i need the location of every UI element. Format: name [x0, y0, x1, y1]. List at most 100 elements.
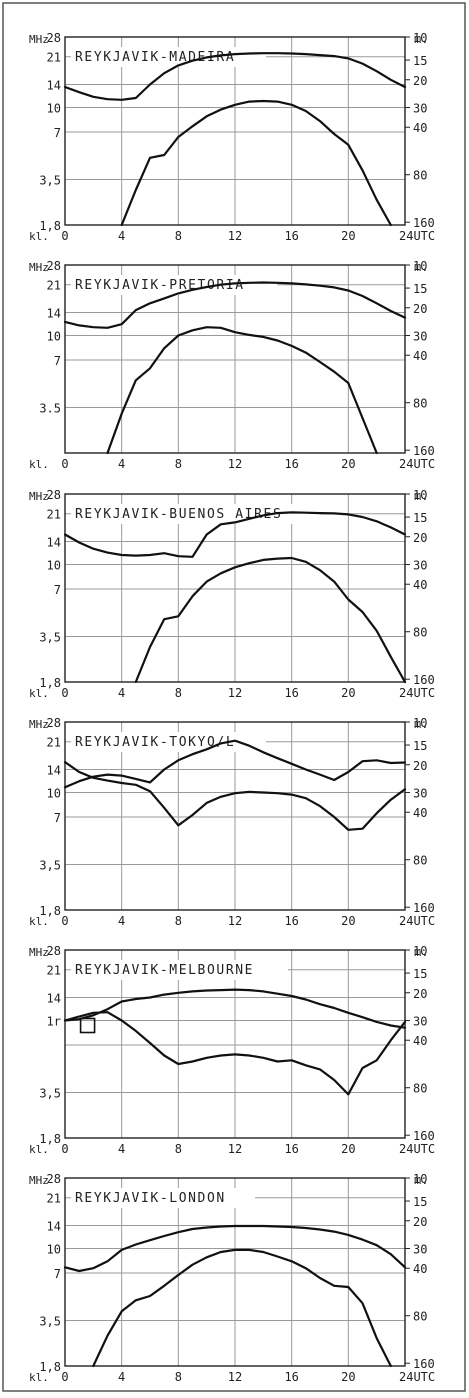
y-tick-right: 30 [413, 559, 427, 573]
y-tick-left: 10 [47, 330, 61, 344]
x-unit-label: kl. [29, 1371, 49, 1384]
x-end-label: 24UTC [399, 229, 435, 243]
x-tick-label: 16 [284, 686, 298, 700]
x-tick-label: 0 [61, 1370, 68, 1384]
y-tick-left: 28 [47, 716, 61, 730]
chart-title: REYKJAVIK-LONDON [75, 1191, 226, 1206]
y-tick-left: 28 [47, 31, 61, 45]
y-tick-left: 3,5 [39, 173, 61, 187]
y-tick-right: 15 [413, 739, 427, 753]
chart-panel-5: REYKJAVIK-MELBOURNE MHz m. 28 21 14 1r 3,5 1,8 10… [29, 944, 435, 1156]
x-tick-label: 16 [284, 457, 298, 471]
y-unit-left: MHz [29, 33, 49, 46]
series-line-1 [63, 1224, 407, 1273]
y-unit-left: MHz [29, 946, 49, 959]
y-tick-right: 40 [413, 578, 427, 592]
series-line-2 [92, 1248, 392, 1368]
x-tick-label: 12 [228, 1370, 242, 1384]
series-line-1 [63, 52, 407, 101]
y-tick-left: 1,8 [39, 219, 61, 233]
y-tick-right: 10 [413, 488, 427, 502]
x-tick-label: 20 [341, 229, 355, 243]
y-tick-right: 40 [413, 1034, 427, 1048]
y-tick-left: 10 [47, 787, 61, 801]
x-tick-label: 12 [228, 457, 242, 471]
title-background [71, 504, 321, 524]
y-tick-right: 10 [413, 716, 427, 730]
y-unit-right: m. [414, 489, 428, 503]
series-line-2 [134, 556, 407, 684]
y-tick-right: 20 [413, 531, 427, 545]
title-background [71, 732, 266, 752]
y-tick-right: 30 [413, 1015, 427, 1029]
x-tick-label: 0 [61, 914, 68, 928]
y-tick-right: 15 [413, 1195, 427, 1209]
x-unit-label: kl. [29, 687, 49, 700]
title-background [71, 47, 266, 67]
y-tick-right: 10 [413, 1172, 427, 1186]
y-tick-left: 3.5 [39, 401, 61, 415]
x-tick-label: 4 [118, 457, 125, 471]
plot-frame [64, 949, 406, 1139]
x-tick-label: 16 [284, 1142, 298, 1156]
x-tick-label: 4 [118, 914, 125, 928]
y-tick-left: 10 [47, 559, 61, 573]
y-tick-right: 80 [413, 626, 427, 640]
x-tick-label: 4 [118, 1370, 125, 1384]
y-tick-left: 14 [47, 1219, 61, 1233]
x-tick-label: 16 [284, 1370, 298, 1384]
x-tick-label: 16 [284, 229, 298, 243]
x-tick-label: 20 [341, 914, 355, 928]
y-tick-right: 15 [413, 54, 427, 68]
chart-title: REYKJAVIK-PRETORIA [75, 278, 245, 293]
x-tick-label: 8 [175, 229, 182, 243]
y-tick-right: 15 [413, 967, 427, 981]
chart-title: REYKJAVIK-BUENOS AIRES [75, 507, 282, 522]
y-tick-right: 30 [413, 787, 427, 801]
x-tick-label: 20 [341, 686, 355, 700]
y-tick-left: 28 [47, 944, 61, 958]
series-line-2 [63, 1011, 407, 1096]
y-tick-left: 21 [47, 51, 61, 65]
y-tick-right: 30 [413, 1243, 427, 1257]
plot-frame [64, 721, 406, 911]
y-unit-left: MHz [29, 718, 49, 731]
x-tick-label: 20 [341, 1370, 355, 1384]
y-unit-right: m. [414, 717, 428, 731]
x-tick-label: 16 [284, 914, 298, 928]
x-tick-label: 12 [228, 1142, 242, 1156]
x-tick-label: 0 [61, 457, 68, 471]
y-tick-left: 10 [47, 1243, 61, 1257]
y-tick-left: 1,8 [39, 904, 61, 918]
y-tick-right: 20 [413, 759, 427, 773]
y-tick-left: 3,5 [39, 1086, 61, 1100]
x-tick-label: 8 [175, 914, 182, 928]
y-tick-left: 1,8 [39, 1360, 61, 1374]
x-tick-label: 4 [118, 1142, 125, 1156]
x-tick-label: 8 [175, 686, 182, 700]
y-unit-left: MHz [29, 1174, 49, 1187]
series-line-1 [63, 281, 407, 329]
x-end-label: 24UTC [399, 686, 435, 700]
x-tick-label: 12 [228, 229, 242, 243]
y-tick-right: 30 [413, 330, 427, 344]
title-background [71, 960, 288, 980]
x-unit-label: kl. [29, 1143, 49, 1156]
x-end-label: 24UTC [399, 457, 435, 471]
y-unit-left: MHz [29, 490, 49, 503]
y-tick-left: 21 [47, 964, 61, 978]
y-tick-right: 20 [413, 302, 427, 316]
y-tick-left: 7 [54, 1267, 61, 1281]
y-tick-left: 7 [54, 583, 61, 597]
y-tick-right: 40 [413, 806, 427, 820]
y-tick-left: 7 [54, 354, 61, 368]
y-tick-right: 15 [413, 282, 427, 296]
x-tick-label: 4 [118, 686, 125, 700]
chart-title: REYKJAVIK-MELBOURNE [75, 963, 254, 978]
x-tick-label: 4 [118, 229, 125, 243]
y-unit-right: m. [414, 945, 428, 959]
y-tick-right: 20 [413, 1215, 427, 1229]
x-tick-label: 20 [341, 457, 355, 471]
series-line-1 [63, 739, 407, 789]
